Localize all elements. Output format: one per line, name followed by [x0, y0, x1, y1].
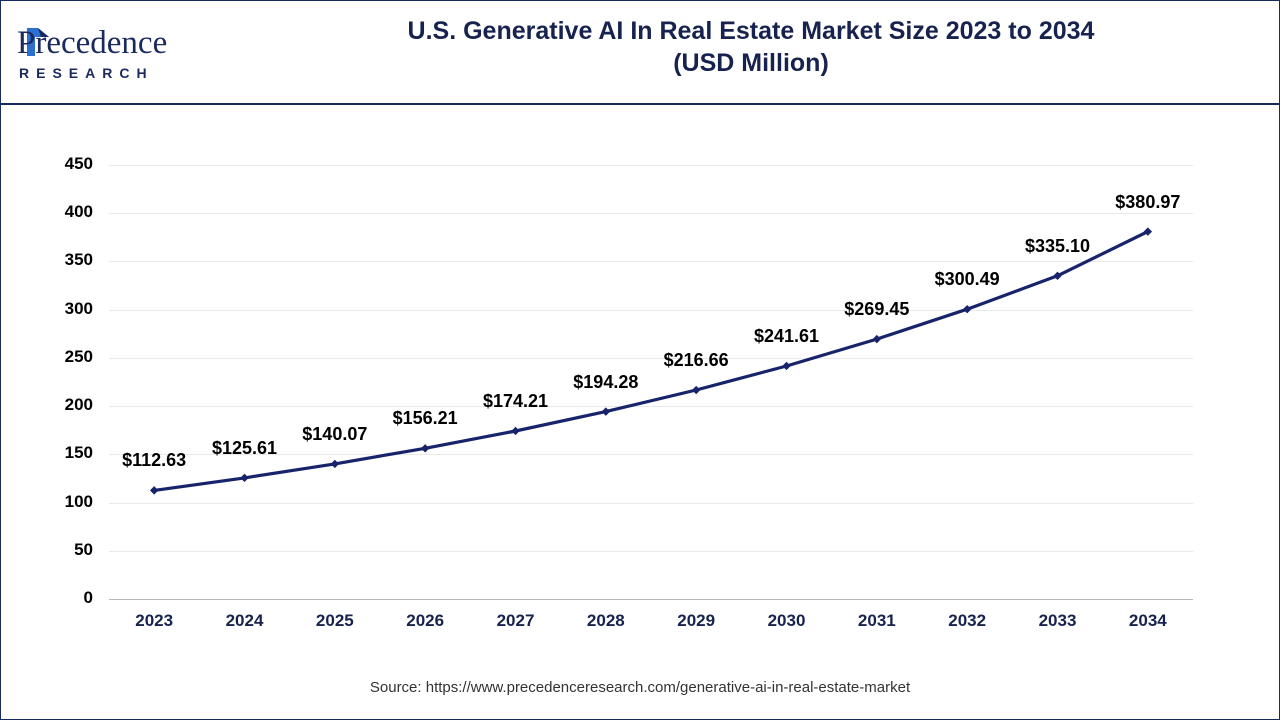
data-point-label: $216.66 [663, 350, 729, 371]
data-point-label: $241.61 [753, 325, 820, 346]
chart-plot-area: 0 50 100 150 200 250 300 350 400 450 2023 2024 2025… [1, 107, 1279, 719]
page-title-line2: (USD Million) [673, 49, 829, 77]
gridline [109, 406, 1193, 408]
data-point-label: $156.21 [392, 408, 458, 429]
y-axis-tick-label: 0 [83, 588, 93, 607]
y-axis-tick-label: 250 [64, 346, 93, 366]
gridline [109, 309, 1193, 311]
data-point-marker [962, 304, 972, 314]
data-point-label: $335.10 [1024, 235, 1091, 256]
precedence-logo-icon [27, 28, 49, 56]
x-axis-tick-label: 2023 [135, 611, 174, 630]
x-axis-tick-label: 2030 [767, 611, 806, 630]
x-axis-tick-label: 2025 [315, 611, 354, 630]
data-point-marker [782, 361, 791, 371]
data-point-marker [601, 407, 611, 416]
data-point-marker [149, 486, 159, 495]
data-point-marker [240, 473, 249, 483]
logo-text-primary: Precedence [17, 25, 168, 61]
data-point-label: $380.97 [1115, 191, 1181, 212]
precedence-research-logo: Precedence RESEARCH [15, 23, 225, 85]
y-axis-tick-label: 300 [64, 298, 93, 318]
gridline [109, 165, 1193, 166]
data-point-label: $140.07 [302, 423, 368, 444]
data-point-marker [330, 459, 340, 469]
data-point-label: $269.45 [844, 299, 910, 320]
data-point-marker [872, 334, 882, 344]
data-point-label: $112.63 [122, 450, 187, 471]
data-point-label: $300.49 [934, 269, 1000, 290]
x-axis-tick-label: 2034 [1128, 611, 1167, 630]
data-point-marker [691, 385, 701, 395]
source-note: Source: https://www.precedenceresearch.c… [369, 679, 911, 696]
y-axis-tick-label: 100 [64, 491, 93, 511]
y-axis-tick-label: 350 [64, 250, 93, 270]
x-axis-tick-label: 2027 [496, 611, 535, 630]
page-title-line1: U.S. Generative AI In Real Estate Market… [407, 17, 1095, 45]
gridline [109, 213, 1193, 215]
data-point-marker [420, 444, 430, 453]
gridline [109, 502, 1193, 504]
gridline [109, 261, 1193, 263]
x-axis-tick-label: 2028 [586, 611, 625, 630]
data-point-label: $174.21 [482, 390, 549, 411]
x-axis-tick-label: 2032 [948, 611, 987, 630]
data-point-label: $194.28 [573, 371, 639, 392]
y-axis-tick-label: 150 [64, 443, 93, 463]
chart-header: Precedence RESEARCH U.S. Generative AI I… [1, 1, 1279, 105]
x-axis-tick-label: 2024 [225, 611, 264, 630]
data-point-marker [1143, 227, 1153, 236]
y-axis-tick-label: 50 [74, 539, 93, 559]
chart-series-line [149, 227, 1153, 495]
x-axis-tick-label: 2029 [677, 611, 716, 630]
logo-text-secondary: RESEARCH [19, 65, 154, 81]
y-axis-tick-label: 200 [64, 395, 93, 415]
data-point-marker [511, 426, 520, 436]
gridline [109, 599, 1193, 600]
page-title: U.S. Generative AI In Real Estate Market… [251, 15, 1251, 79]
gridline [109, 550, 1193, 552]
y-axis-tick-label: 450 [64, 154, 93, 173]
y-axis-tick-label: 400 [64, 202, 93, 222]
gridline [109, 454, 1193, 456]
gridline [109, 357, 1193, 359]
x-axis-tick-label: 2033 [1038, 611, 1077, 630]
x-axis-tick-label: 2026 [406, 611, 445, 630]
data-point-label: $125.61 [211, 437, 278, 458]
x-axis-tick-label: 2031 [857, 611, 896, 630]
